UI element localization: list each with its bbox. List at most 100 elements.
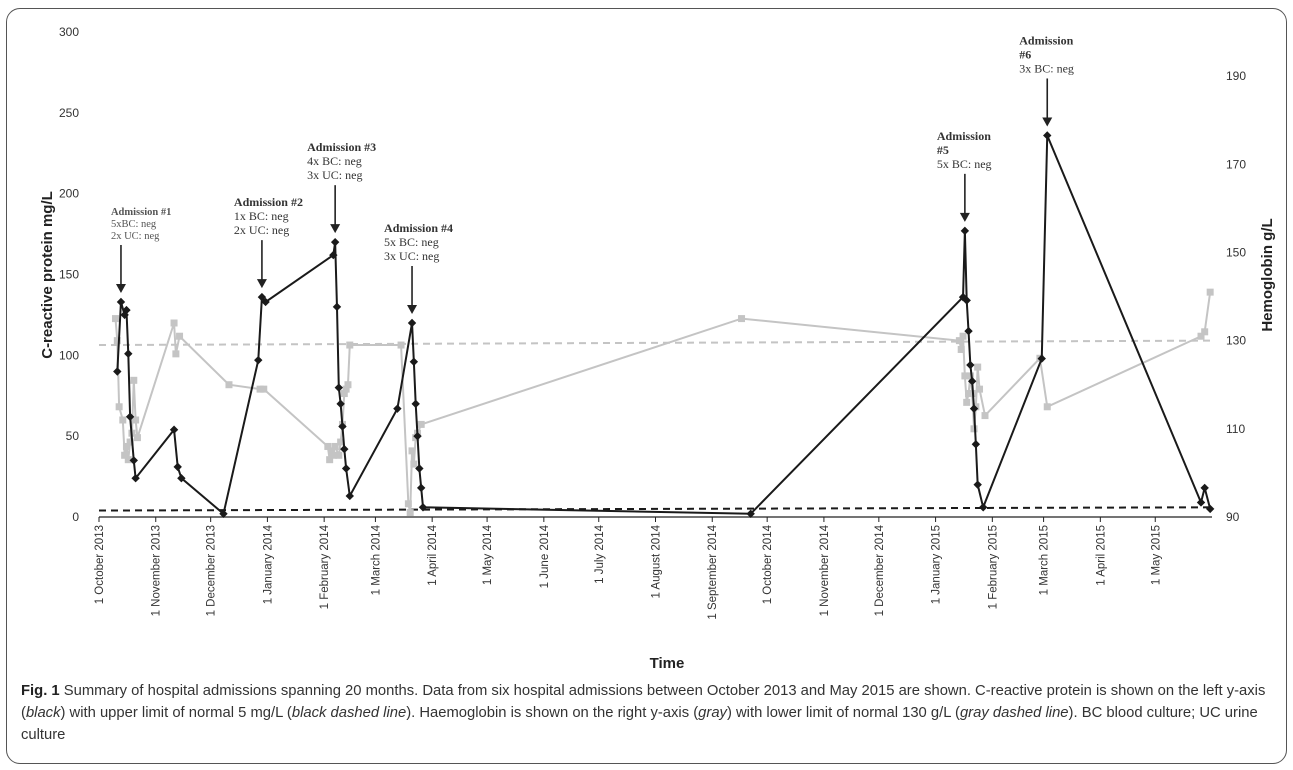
y-right-tick-label: 170 xyxy=(1226,157,1246,171)
y-left-tick-label: 50 xyxy=(66,429,80,443)
admission-title: #5 xyxy=(937,143,949,157)
x-tick-label: 1 January 2015 xyxy=(931,525,943,604)
admission-title: Admission #2 xyxy=(234,195,303,209)
figure-caption: Fig. 1 Summary of hospital admissions sp… xyxy=(21,680,1276,746)
hemoglobin-data-point xyxy=(957,345,965,353)
caption-text-2: ) with upper limit of normal 5 mg/L ( xyxy=(60,705,292,721)
admission-culture-note: 4x BC: neg xyxy=(307,154,362,168)
crp-data-point xyxy=(129,456,138,465)
caption-black: black xyxy=(25,705,61,721)
crp-data-point xyxy=(254,355,263,365)
crp-data-point xyxy=(415,464,424,473)
crp-data-point xyxy=(1037,354,1046,363)
crp-data-point xyxy=(746,509,755,518)
hemoglobin-data-point xyxy=(256,385,264,393)
hemoglobin-data-point xyxy=(342,385,350,393)
hemoglobin-data-point xyxy=(126,438,134,446)
crp-data-point xyxy=(969,404,979,413)
hemoglobin-data-point xyxy=(124,456,132,464)
crp-data-point xyxy=(124,349,133,358)
y-right-tick-label: 90 xyxy=(1226,510,1240,524)
admission-arrow-head xyxy=(1042,117,1053,127)
crp-data-point xyxy=(122,305,131,315)
y-left-tick-label: 250 xyxy=(59,106,79,120)
crp-data-point xyxy=(116,297,126,307)
x-tick-label: 1 March 2014 xyxy=(370,524,382,595)
admission-arrow-head xyxy=(115,283,126,293)
admission-culture-note: 2x UC: neg xyxy=(111,231,160,242)
crp-data-point xyxy=(416,483,426,493)
hemoglobin-data-point xyxy=(974,363,982,371)
y-left-tick-label: 200 xyxy=(59,187,79,201)
crp-hemoglobin-chart: 0 50 100 150 200 250 300 90 110 130 150 170 190 1 Oct… xyxy=(39,25,1276,672)
y-right-axis-title: Hemoglobin g/L xyxy=(1259,218,1276,331)
admission-arrow-head xyxy=(256,279,267,289)
hemoglobin-data-point xyxy=(738,315,746,323)
hemoglobin-data-point xyxy=(966,372,974,380)
admission-arrow-head xyxy=(959,212,970,222)
admission-culture-note: 3x BC: neg xyxy=(1019,61,1074,75)
y-right-tick-label: 130 xyxy=(1226,334,1246,348)
figure-frame xyxy=(6,8,1287,764)
hemoglobin-data-point xyxy=(963,398,971,406)
crp-data-point xyxy=(1205,504,1215,514)
x-tick-label: 1 July 2014 xyxy=(594,524,606,583)
x-tick-label: 1 May 2015 xyxy=(1150,525,1162,585)
crp-data-point xyxy=(332,302,342,312)
crp-data-point xyxy=(173,462,182,472)
hemoglobin-data-point xyxy=(122,442,130,450)
hemoglobin-data-point xyxy=(324,442,332,450)
crp-data-point xyxy=(334,383,344,392)
admission-arrow-head xyxy=(407,305,418,314)
hemoglobin-data-point xyxy=(981,412,989,420)
hemoglobin-data-point xyxy=(955,337,963,345)
hemoglobin-data-point xyxy=(1043,403,1051,411)
crp-data-point xyxy=(169,425,179,434)
hemoglobin-data-point xyxy=(965,390,973,398)
admission-arrow-head xyxy=(330,224,341,234)
crp-data-point xyxy=(411,399,420,409)
hemoglobin-data-point xyxy=(111,315,119,323)
hemoglobin-data-point xyxy=(176,332,184,340)
crp-data-point xyxy=(393,404,402,413)
admission-culture-note: 2x UC: neg xyxy=(234,223,289,237)
hemoglobin-data-point xyxy=(225,381,233,389)
hemoglobin-data-point xyxy=(397,341,405,349)
y-right-tick-label: 190 xyxy=(1226,69,1246,83)
y-left-axis-title: C-reactive protein mg/L xyxy=(39,191,56,359)
x-tick-label: 1 November 2013 xyxy=(151,525,163,616)
hemoglobin-data-point xyxy=(170,319,178,327)
y-left-tick-label: 100 xyxy=(59,348,79,362)
x-tick-label: 1 August 2014 xyxy=(651,524,663,598)
caption-gray: gray xyxy=(698,705,727,721)
x-tick-label: 1 December 2014 xyxy=(874,524,886,616)
hemoglobin-data-point xyxy=(172,350,180,358)
x-tick-label: 1 October 2014 xyxy=(762,524,774,604)
x-axis-title: Time xyxy=(650,655,685,672)
hemoglobin-series-line xyxy=(114,291,1212,513)
admission-title: Admission #1 xyxy=(111,207,171,218)
hemoglobin-data-point xyxy=(970,425,978,433)
x-tick-label: 1 June 2014 xyxy=(539,524,551,588)
hemoglobin-data-point xyxy=(408,447,416,455)
hemoglobin-data-point xyxy=(346,341,354,349)
caption-text-1: Summary of hospital admissions spanning … xyxy=(21,683,1266,721)
admission-culture-note: 5x BC: neg xyxy=(384,235,439,249)
crp-data-point xyxy=(219,509,228,518)
x-tick-label: 1 November 2014 xyxy=(819,524,831,616)
admission-title: #6 xyxy=(1019,47,1031,61)
admission-title: Admission xyxy=(937,129,991,143)
hemoglobin-data-point xyxy=(976,385,984,393)
hemoglobin-data-point xyxy=(115,403,123,411)
crp-data-point xyxy=(958,292,968,302)
crp-data-point xyxy=(177,474,186,483)
crp-data-point xyxy=(257,292,267,302)
crp-data-point xyxy=(113,367,122,376)
hemoglobin-data-point xyxy=(121,451,129,459)
crp-data-point xyxy=(340,444,349,454)
crp-upper-limit-line xyxy=(98,506,1211,512)
crp-data-point xyxy=(330,237,340,247)
x-tick-label: 1 April 2014 xyxy=(427,524,439,585)
admission-culture-note: 5x BC: neg xyxy=(937,157,992,171)
hemoglobin-data-point xyxy=(959,332,967,340)
